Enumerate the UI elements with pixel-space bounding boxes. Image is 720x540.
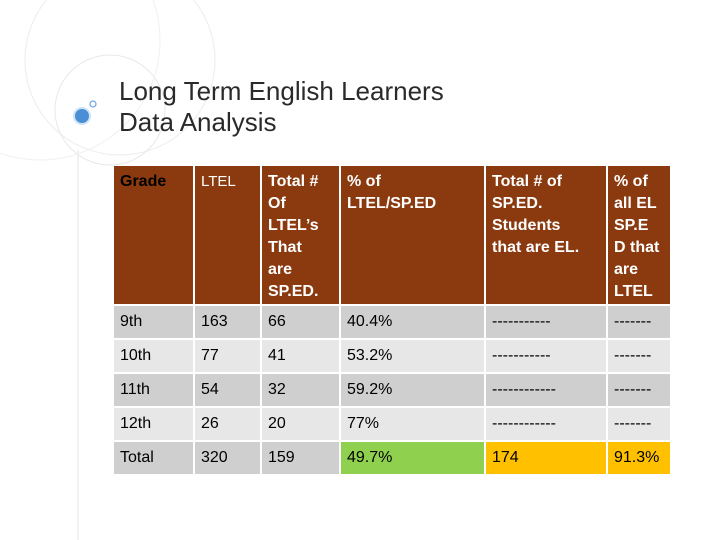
- cell-pct-el-sped-ltel-highlight: 91.3%: [608, 442, 670, 476]
- cell-total-ltel-sped: 66: [262, 306, 341, 340]
- cell-total-ltel-sped: 159: [262, 442, 341, 476]
- table-row: 10th 77 41 53.2% ----------- -------: [114, 340, 670, 374]
- cell-pct-el-sped-ltel: -------: [608, 306, 670, 340]
- cell-grade: Total: [114, 442, 195, 476]
- cell-ltel: 77: [195, 340, 262, 374]
- cell-total-sped-el-highlight: 174: [486, 442, 608, 476]
- cell-pct-ltel-sped: 40.4%: [341, 306, 486, 340]
- cell-pct-ltel-sped: 59.2%: [341, 374, 486, 408]
- table-total-row: Total 320 159 49.7% 174 91.3%: [114, 442, 670, 476]
- cell-pct-el-sped-ltel: -------: [608, 374, 670, 408]
- cell-ltel: 163: [195, 306, 262, 340]
- accent-dot-large: [73, 107, 91, 125]
- cell-total-sped-el: -----------: [486, 340, 608, 374]
- ltel-data-table: Grade LTEL Total # Of LTEL’s That are SP…: [114, 166, 670, 476]
- table-row: 12th 26 20 77% ------------ -------: [114, 408, 670, 442]
- cell-ltel: 320: [195, 442, 262, 476]
- header-total-ltel-sped: Total # Of LTEL’s That are SP.ED.: [262, 166, 341, 306]
- slide-title: Long Term English Learners Data Analysis: [119, 76, 444, 138]
- cell-total-sped-el: -----------: [486, 306, 608, 340]
- cell-pct-ltel-sped: 53.2%: [341, 340, 486, 374]
- header-total-sped-el: Total # of SP.ED. Students that are EL.: [486, 166, 608, 306]
- cell-grade: 10th: [114, 340, 195, 374]
- cell-total-ltel-sped: 20: [262, 408, 341, 442]
- header-grade: Grade: [114, 166, 195, 306]
- header-pct-el-sped-ltel: % of all EL SP.E D that are LTEL: [608, 166, 670, 306]
- cell-pct-ltel-sped-highlight: 49.7%: [341, 442, 486, 476]
- header-pct-ltel-sped: % of LTEL/SP.ED: [341, 166, 486, 306]
- cell-total-sped-el: ------------: [486, 408, 608, 442]
- accent-dot-small: [89, 100, 97, 108]
- cell-total-sped-el: ------------: [486, 374, 608, 408]
- table-row: 11th 54 32 59.2% ------------ -------: [114, 374, 670, 408]
- cell-grade: 9th: [114, 306, 195, 340]
- cell-ltel: 26: [195, 408, 262, 442]
- title-line-2: Data Analysis: [119, 107, 277, 137]
- title-line-1: Long Term English Learners: [119, 76, 444, 106]
- cell-pct-el-sped-ltel: -------: [608, 340, 670, 374]
- cell-pct-el-sped-ltel: -------: [608, 408, 670, 442]
- cell-grade: 12th: [114, 408, 195, 442]
- cell-pct-ltel-sped: 77%: [341, 408, 486, 442]
- cell-grade: 11th: [114, 374, 195, 408]
- cell-total-ltel-sped: 41: [262, 340, 341, 374]
- cell-ltel: 54: [195, 374, 262, 408]
- cell-total-ltel-sped: 32: [262, 374, 341, 408]
- header-ltel: LTEL: [195, 166, 262, 306]
- table-header-row: Grade LTEL Total # Of LTEL’s That are SP…: [114, 166, 670, 306]
- table-row: 9th 163 66 40.4% ----------- -------: [114, 306, 670, 340]
